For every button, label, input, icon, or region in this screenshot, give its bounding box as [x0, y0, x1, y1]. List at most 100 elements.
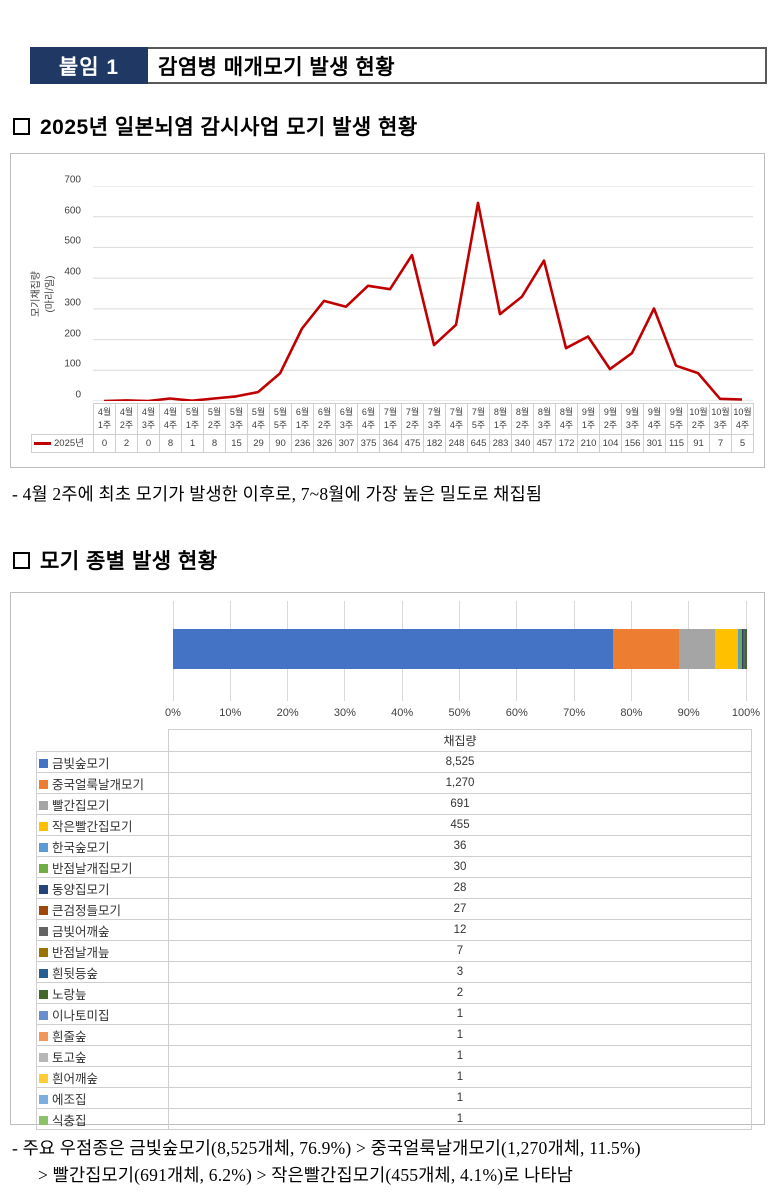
value-cell: 156 — [621, 434, 644, 453]
x-tick-label: 50% — [448, 707, 471, 719]
bar-segment-빨간집모기 — [678, 629, 715, 669]
species-name: 반점날개집모기 — [52, 861, 133, 876]
value-cell: 340 — [511, 434, 534, 453]
value-cell: 301 — [643, 434, 666, 453]
value-cell: 645 — [467, 434, 490, 453]
value-cell: 182 — [423, 434, 446, 453]
x-tick-label: 70% — [563, 707, 586, 719]
stacked-bar — [173, 629, 746, 669]
x-category-cell: 8월 2주 — [511, 403, 534, 435]
species-row: 노랑늪 2 — [36, 982, 752, 1004]
value-cell: 307 — [335, 434, 358, 453]
species-row: 금빛숲모기 8,525 — [36, 751, 752, 773]
species-name: 노랑늪 — [52, 987, 87, 1002]
note-2-line1: - 주요 우점종은 금빛숲모기(8,525개체, 76.9%) > 중국얼룩날개… — [12, 1138, 641, 1158]
species-row: 반점날개늪 7 — [36, 940, 752, 962]
x-tick-label: 40% — [391, 707, 414, 719]
legend-swatch-icon — [39, 863, 48, 873]
species-row: 반점날개집모기 30 — [36, 856, 752, 878]
species-name: 흰어깨숲 — [52, 1071, 99, 1086]
x-category-cell: 5월 4주 — [247, 403, 270, 435]
species-name: 흰뒷등숲 — [52, 966, 99, 981]
species-count-cell: 28 — [168, 877, 752, 899]
note-2-line2: > 빨간집모기(691개체, 6.2%) > 작은빨간집모기(455개체, 4.… — [38, 1165, 574, 1185]
species-name: 금빛숲모기 — [52, 756, 110, 771]
species-name: 토고숲 — [52, 1050, 87, 1065]
y-tick-label: 300 — [64, 297, 81, 309]
x-tick-label: 10% — [219, 707, 242, 719]
x-tick-label: 90% — [677, 707, 700, 719]
bar-segment-금빛어깨숲 — [744, 629, 746, 669]
y-tick-label: 600 — [64, 205, 81, 217]
x-category-cell: 8월 4주 — [555, 403, 578, 435]
species-row: 흰어깨숲 1 — [36, 1066, 752, 1088]
species-count-cell: 455 — [168, 814, 752, 836]
species-row: 이나토미집 1 — [36, 1003, 752, 1025]
x-category-cell: 4월 1주 — [93, 403, 116, 435]
x-category-cell: 4월 4주 — [159, 403, 182, 435]
species-row: 동양집모기 28 — [36, 877, 752, 899]
x-category-cell: 4월 2주 — [115, 403, 138, 435]
column-header: 채집량 — [168, 729, 752, 752]
x-tick-label: 0% — [165, 707, 181, 719]
value-cell: 8 — [203, 434, 226, 453]
species-name-cell: 빨간집모기 — [36, 793, 169, 815]
species-name-cell: 동양집모기 — [36, 877, 169, 899]
species-row: 흰줄숲 1 — [36, 1024, 752, 1046]
line-chart-data-table: 4월 1주 4월 2주 4월 3주 4월 4주 5월 1주 5월 2주 5월 3주 5월 4주 5월 5주 6월 1주… — [31, 403, 754, 453]
value-cell: 364 — [379, 434, 402, 453]
legend-swatch-icon — [39, 1052, 48, 1062]
species-count-cell: 1 — [168, 1066, 752, 1088]
bar-plot-area — [172, 601, 747, 701]
species-count-cell: 1,270 — [168, 772, 752, 794]
species-count-cell: 8,525 — [168, 751, 752, 773]
bar-segment-반점날개집모기 — [740, 629, 742, 669]
x-category-cell: 7월 2주 — [401, 403, 424, 435]
legend-swatch-icon — [39, 779, 48, 789]
legend-swatch-icon — [39, 905, 48, 915]
species-name: 동양집모기 — [52, 882, 110, 897]
legend-swatch-icon — [39, 1010, 48, 1020]
attachment-header: 붙임 1 감염병 매개모기 발생 현황 — [30, 47, 767, 84]
legend-swatch-icon — [39, 884, 48, 894]
value-cell: 91 — [687, 434, 710, 453]
v-gridline — [745, 601, 747, 701]
legend-swatch-icon — [39, 989, 48, 999]
species-row: 금빛어깨숲 12 — [36, 919, 752, 941]
section2-heading-text: 모기 종별 발생 현황 — [40, 550, 218, 573]
table-corner-blank — [37, 730, 169, 752]
species-name-cell: 한국숲모기 — [36, 835, 169, 857]
species-row: 중국얼룩날개모기 1,270 — [36, 772, 752, 794]
x-category-cell: 7월 4주 — [445, 403, 468, 435]
value-cell: 15 — [225, 434, 248, 453]
value-cell: 475 — [401, 434, 424, 453]
value-cell: 210 — [577, 434, 600, 453]
note-2: - 주요 우점종은 금빛숲모기(8,525개체, 76.9%) > 중국얼룩날개… — [12, 1135, 641, 1189]
species-name-cell: 흰줄숲 — [36, 1024, 169, 1046]
x-category-cell: 5월 2주 — [203, 403, 226, 435]
legend-swatch-icon — [39, 800, 48, 810]
line-chart-panel: 모기채집량 (마리/일) 700 600 500 400 300 200 100 0 4월 1주… — [10, 153, 765, 468]
species-row: 작은빨간집모기 455 — [36, 814, 752, 836]
legend-swatch-icon — [39, 1031, 48, 1041]
value-cell: 29 — [247, 434, 270, 453]
x-tick-label: 30% — [333, 707, 356, 719]
value-cell: 8 — [159, 434, 182, 453]
species-name: 반점날개늪 — [52, 945, 110, 960]
y-tick-label: 400 — [64, 266, 81, 278]
species-name-cell: 이나토미집 — [36, 1003, 169, 1025]
x-tick-label: 20% — [276, 707, 299, 719]
x-category-cell: 5월 3주 — [225, 403, 248, 435]
value-cell: 7 — [709, 434, 732, 453]
species-name: 이나토미집 — [52, 1008, 110, 1023]
x-category-cell: 9월 3주 — [621, 403, 644, 435]
species-row: 한국숲모기 36 — [36, 835, 752, 857]
line-series-svg — [93, 185, 753, 403]
value-cell: 375 — [357, 434, 380, 453]
species-name: 큰검정들모기 — [52, 903, 122, 918]
value-cell: 2 — [115, 434, 138, 453]
species-name: 흰줄숲 — [52, 1029, 87, 1044]
legend-swatch-icon — [39, 842, 48, 852]
bar-segment-한국숲모기 — [738, 629, 741, 669]
axis-corner-blank — [32, 404, 94, 435]
